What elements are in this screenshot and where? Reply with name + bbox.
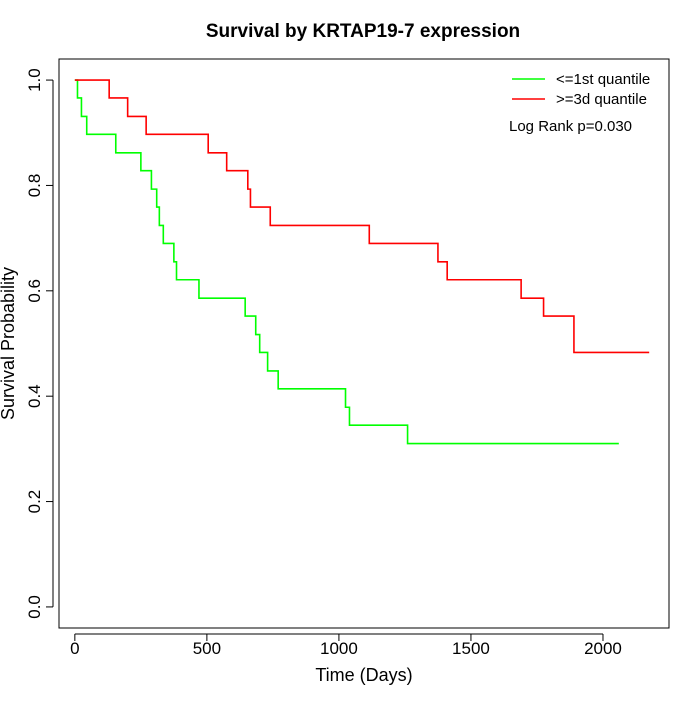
x-tick-label: 0 [70,639,79,658]
x-tick-label: 500 [193,639,221,658]
y-tick-label: 1.0 [25,68,44,92]
x-tick-label: 1000 [320,639,358,658]
legend-entry: <=1st quantile [556,71,650,88]
x-tick-label: 2000 [584,639,622,658]
legend-entry: >=3d quantile [556,91,647,108]
y-tick-label: 0.4 [25,384,44,408]
y-axis-label: Survival Probability [0,267,18,420]
x-axis: 0 500 1000 1500 2000 [70,633,622,658]
chart-title: Survival by KRTAP19-7 expression [206,21,520,42]
legend: <=1st quantile >=3d quantile [512,71,650,108]
y-tick-label: 0.6 [25,279,44,303]
y-tick-label: 0.8 [25,174,44,198]
y-tick-label: 0.2 [25,490,44,514]
series-layer [74,79,650,445]
survival-curve [74,79,619,445]
survival-curve [74,79,650,354]
plot-frame [58,58,670,629]
x-axis-label: Time (Days) [315,665,412,685]
y-axis: 0.0 0.2 0.4 0.6 0.8 1.0 [25,68,54,619]
y-tick-label: 0.0 [25,595,44,619]
log-rank-annotation: Log Rank p=0.030 [509,118,632,135]
x-tick-label: 1500 [452,639,490,658]
